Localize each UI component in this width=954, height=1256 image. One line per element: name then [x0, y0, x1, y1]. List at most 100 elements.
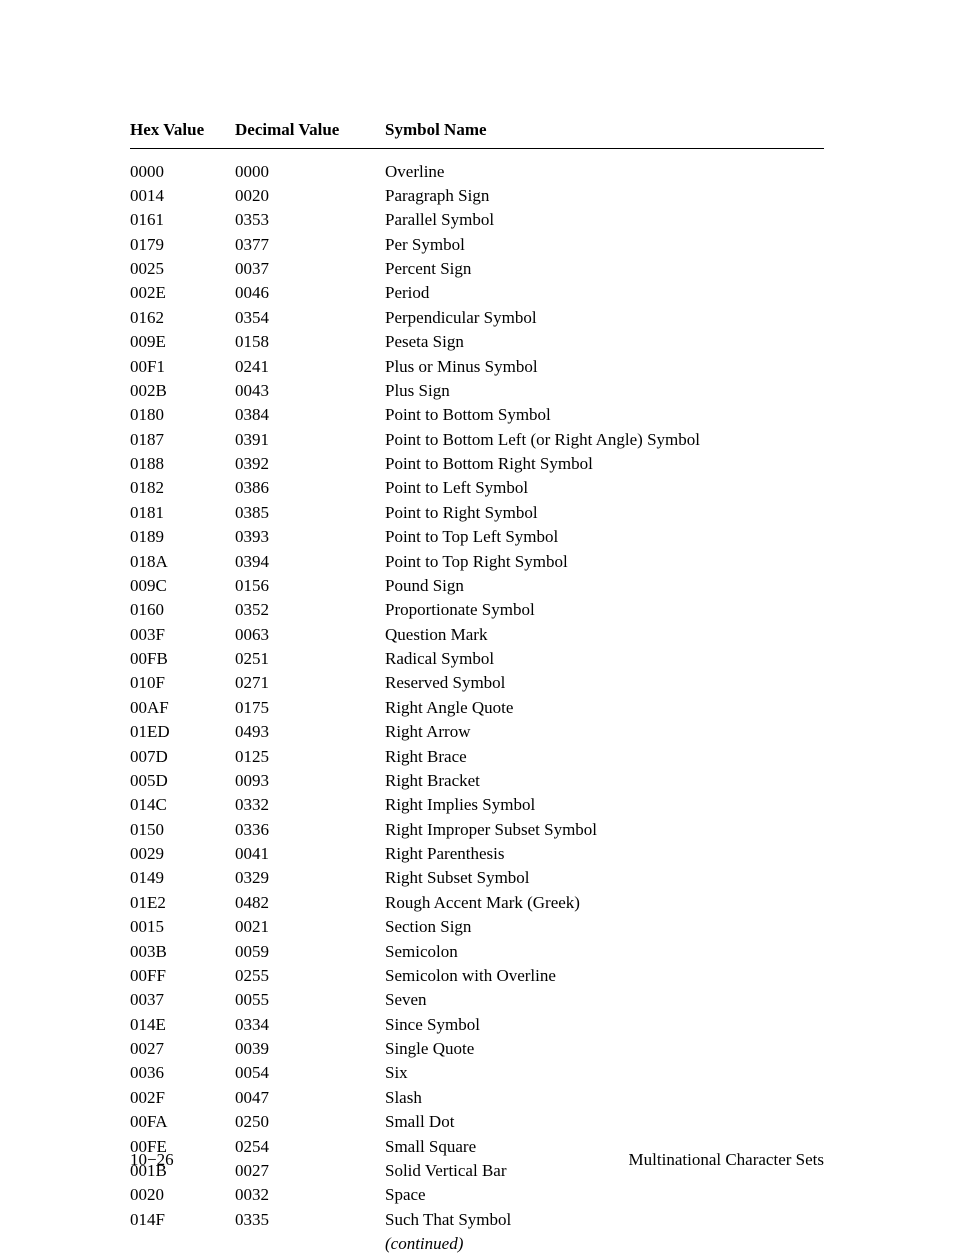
- cell-name: Point to Top Left Symbol: [385, 525, 824, 549]
- cell-dec: 0271: [235, 671, 385, 695]
- cell-name: Plus Sign: [385, 379, 824, 403]
- cell-hex: 0025: [130, 257, 235, 281]
- cell-name: Point to Bottom Symbol: [385, 403, 824, 427]
- cell-name: Radical Symbol: [385, 647, 824, 671]
- cell-hex: 009C: [130, 574, 235, 598]
- cell-dec: 0043: [235, 379, 385, 403]
- cell-name: Pound Sign: [385, 574, 824, 598]
- table-row: 01790377Per Symbol: [130, 233, 824, 257]
- cell-dec: 0093: [235, 769, 385, 793]
- cell-dec: 0055: [235, 988, 385, 1012]
- page-footer: 10−26 Multinational Character Sets: [130, 1150, 824, 1170]
- cell-dec: 0059: [235, 939, 385, 963]
- cell-name: Such That Symbol: [385, 1208, 824, 1232]
- spacer-row: [130, 149, 824, 160]
- cell-hex: 0180: [130, 403, 235, 427]
- cell-hex: 0027: [130, 1037, 235, 1061]
- cell-dec: 0041: [235, 842, 385, 866]
- cell-dec: 0241: [235, 354, 385, 378]
- cell-dec: 0047: [235, 1086, 385, 1110]
- cell-dec: 0037: [235, 257, 385, 281]
- cell-hex: 005D: [130, 769, 235, 793]
- cell-name: Right Parenthesis: [385, 842, 824, 866]
- table-row: 010F0271Reserved Symbol: [130, 671, 824, 695]
- cell-name: Proportionate Symbol: [385, 598, 824, 622]
- cell-hex: 00FB: [130, 647, 235, 671]
- table-row: 00AF0175Right Angle Quote: [130, 696, 824, 720]
- table-row: 009C0156Pound Sign: [130, 574, 824, 598]
- table-row: 01ED0493Right Arrow: [130, 720, 824, 744]
- cell-hex: 01ED: [130, 720, 235, 744]
- cell-hex: 014E: [130, 1013, 235, 1037]
- cell-name: Paragraph Sign: [385, 184, 824, 208]
- table-row: 01490329Right Subset Symbol: [130, 866, 824, 890]
- cell-dec: 0175: [235, 696, 385, 720]
- cell-dec: 0335: [235, 1208, 385, 1232]
- table-row: 00270039Single Quote: [130, 1037, 824, 1061]
- table-row: 01880392Point to Bottom Right Symbol: [130, 452, 824, 476]
- cell-hex: 00AF: [130, 696, 235, 720]
- table-row: 018A0394Point to Top Right Symbol: [130, 549, 824, 573]
- cell-name: Seven: [385, 988, 824, 1012]
- cell-dec: 0000: [235, 159, 385, 183]
- cell-hex: 002F: [130, 1086, 235, 1110]
- cell-hex: 014F: [130, 1208, 235, 1232]
- table-row: 01810385Point to Right Symbol: [130, 501, 824, 525]
- cell-name: Section Sign: [385, 915, 824, 939]
- table-row: 00370055Seven: [130, 988, 824, 1012]
- cell-name: Point to Bottom Right Symbol: [385, 452, 824, 476]
- cell-name: Right Implies Symbol: [385, 793, 824, 817]
- cell-dec: 0394: [235, 549, 385, 573]
- cell-name: Perpendicular Symbol: [385, 306, 824, 330]
- table-row: 00FA0250Small Dot: [130, 1110, 824, 1134]
- cell-dec: 0039: [235, 1037, 385, 1061]
- continued-row: (continued): [130, 1232, 824, 1256]
- cell-hex: 0015: [130, 915, 235, 939]
- table-row: 014E0334Since Symbol: [130, 1013, 824, 1037]
- footer-title: Multinational Character Sets: [629, 1150, 824, 1170]
- table-row: 01600352Proportionate Symbol: [130, 598, 824, 622]
- table-row: 00140020Paragraph Sign: [130, 184, 824, 208]
- table-row: 002F0047Slash: [130, 1086, 824, 1110]
- table-row: 00250037Percent Sign: [130, 257, 824, 281]
- cell-dec: 0251: [235, 647, 385, 671]
- cell-dec: 0352: [235, 598, 385, 622]
- cell-name: Right Angle Quote: [385, 696, 824, 720]
- continued-label: (continued): [385, 1232, 824, 1256]
- cell-dec: 0250: [235, 1110, 385, 1134]
- table-row: 00360054Six: [130, 1061, 824, 1085]
- cell-dec: 0493: [235, 720, 385, 744]
- cell-dec: 0393: [235, 525, 385, 549]
- table-row: 00290041Right Parenthesis: [130, 842, 824, 866]
- table-row: 01870391Point to Bottom Left (or Right A…: [130, 428, 824, 452]
- cell-hex: 010F: [130, 671, 235, 695]
- cell-hex: 00F1: [130, 354, 235, 378]
- cell-hex: 0189: [130, 525, 235, 549]
- cell-hex: 0181: [130, 501, 235, 525]
- cell-hex: 0188: [130, 452, 235, 476]
- cell-name: Six: [385, 1061, 824, 1085]
- cell-dec: 0482: [235, 891, 385, 915]
- cell-dec: 0377: [235, 233, 385, 257]
- cell-name: Parallel Symbol: [385, 208, 824, 232]
- cell-hex: 00FA: [130, 1110, 235, 1134]
- cell-hex: 009E: [130, 330, 235, 354]
- table-row: 005D0093Right Bracket: [130, 769, 824, 793]
- table-row: 01500336Right Improper Subset Symbol: [130, 818, 824, 842]
- cell-name: Percent Sign: [385, 257, 824, 281]
- cell-name: Point to Right Symbol: [385, 501, 824, 525]
- cell-hex: 0037: [130, 988, 235, 1012]
- cell-name: Period: [385, 281, 824, 305]
- header-name: Symbol Name: [385, 120, 824, 149]
- table-row: 003B0059Semicolon: [130, 939, 824, 963]
- cell-hex: 00FF: [130, 964, 235, 988]
- cell-name: Right Brace: [385, 744, 824, 768]
- cell-name: Single Quote: [385, 1037, 824, 1061]
- table-row: 01620354Perpendicular Symbol: [130, 306, 824, 330]
- cell-hex: 002E: [130, 281, 235, 305]
- cell-hex: 002B: [130, 379, 235, 403]
- cell-dec: 0125: [235, 744, 385, 768]
- cell-name: Semicolon with Overline: [385, 964, 824, 988]
- cell-hex: 0162: [130, 306, 235, 330]
- cell-name: Overline: [385, 159, 824, 183]
